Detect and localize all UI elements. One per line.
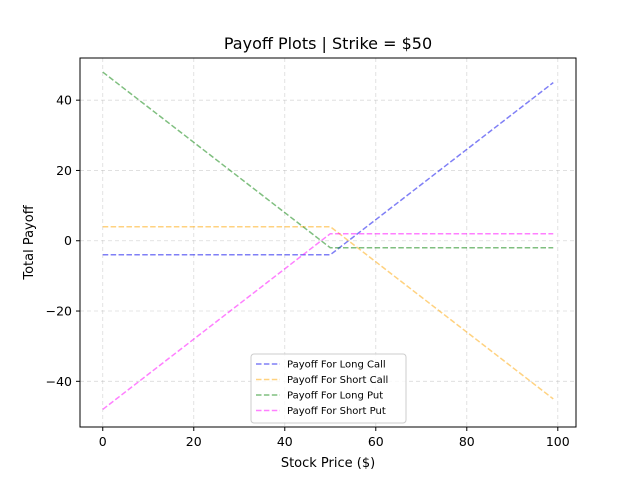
y-axis-label: Total Payoff (22, 204, 37, 280)
series-line-1 (102, 82, 554, 256)
legend-label-2: Payoff For Short Call (287, 375, 388, 386)
x-tick-label: 20 (186, 434, 202, 449)
y-tick-label: −40 (46, 374, 72, 389)
series-line-2 (102, 225, 554, 400)
series-line-3 (102, 71, 554, 249)
y-tick-label: 40 (56, 93, 72, 108)
y-tick-label: 0 (64, 233, 72, 248)
plot-frame (79, 57, 577, 428)
legend-box (250, 353, 407, 424)
y-tick-label: 20 (56, 163, 72, 178)
ticks: 0 20 40 60 80 100 −40 −20 0 20 40 (46, 93, 570, 449)
legend: Payoff For Long Call Payoff For Short Cal… (250, 353, 407, 424)
x-tick-label: 100 (546, 434, 570, 449)
y-tick-label: −20 (46, 304, 72, 319)
x-tick-label: 80 (459, 434, 475, 449)
series-line-4 (102, 232, 554, 411)
chart-title: Payoff Plots | Strike = $50 (224, 34, 432, 53)
x-tick-label: 40 (277, 434, 293, 449)
x-tick-label: 60 (368, 434, 384, 449)
legend-label-4: Payoff For Short Put (287, 406, 386, 417)
legend-label-3: Payoff For Long Put (287, 391, 383, 402)
x-axis-label: Stock Price ($) (281, 456, 375, 471)
series-lines (102, 71, 554, 411)
legend-label-1: Payoff For Long Call (287, 360, 386, 371)
x-tick-label: 0 (99, 434, 107, 449)
